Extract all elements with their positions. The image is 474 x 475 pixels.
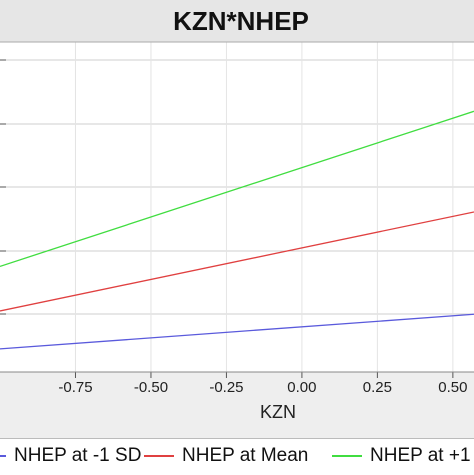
x-tick-label: 0.25 <box>363 379 392 396</box>
series-line-2 <box>0 211 474 312</box>
legend-swatch <box>144 455 174 457</box>
chart-title-bar: KZN*NHEP <box>0 0 474 42</box>
chart-legend: NHEP at -1 SD NHEP at Mean NHEP at +1 <box>0 438 474 475</box>
x-tick-label: 0.50 <box>438 379 467 396</box>
legend-swatch <box>332 455 362 457</box>
legend-item: NHEP at -1 SD <box>0 445 141 467</box>
x-tick-label: 0.00 <box>287 379 316 396</box>
legend-label: NHEP at +1 <box>370 445 471 466</box>
series-line-3 <box>0 110 474 268</box>
x-axis-label: KZN <box>260 402 296 422</box>
legend-item: NHEP at +1 <box>332 445 471 467</box>
legend-label: NHEP at -1 SD <box>14 445 142 466</box>
plot-background <box>0 42 474 372</box>
chart-plot: -0.75 -0.50 -0.25 0.00 0.25 0.50 KZN <box>0 41 474 422</box>
legend-item: NHEP at Mean <box>144 445 308 467</box>
x-tick-label: -0.50 <box>134 379 168 396</box>
legend-swatch <box>0 455 6 457</box>
series-line-1 <box>0 313 474 350</box>
legend-label: NHEP at Mean <box>182 445 309 466</box>
x-tick-label: -0.25 <box>209 379 243 396</box>
chart-title: KZN*NHEP <box>173 5 309 36</box>
x-tick-label: -0.75 <box>58 379 92 396</box>
